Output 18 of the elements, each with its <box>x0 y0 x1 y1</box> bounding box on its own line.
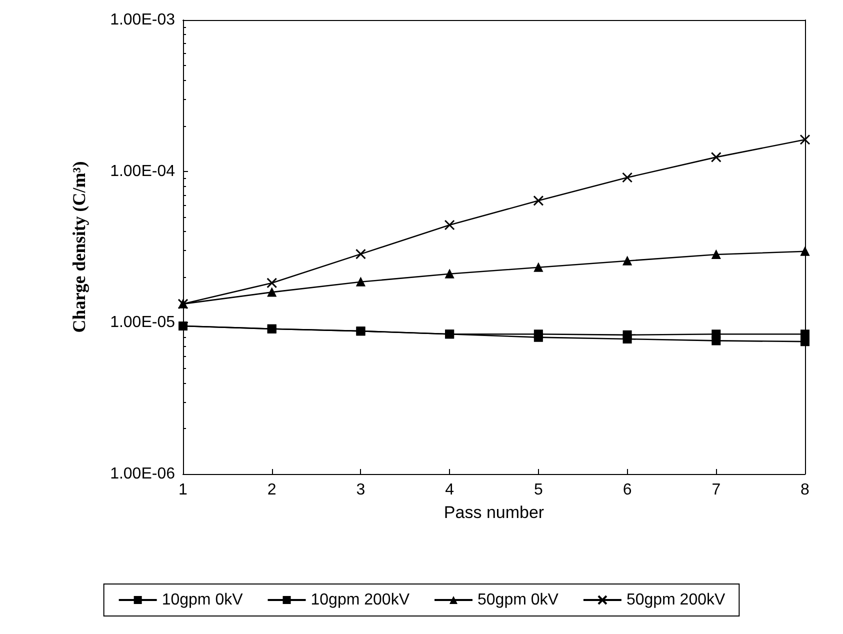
y-tick-label: 1.00E-04 <box>110 162 176 180</box>
y-tick-label: 1.00E-06 <box>110 466 176 482</box>
y-tick-label: 1.00E-05 <box>110 314 176 332</box>
x-tick-label: 4 <box>445 482 454 498</box>
x-tick-label: 6 <box>622 482 632 498</box>
x-tick-label: 7 <box>712 482 721 498</box>
x-axis-title: Pass number <box>444 503 544 522</box>
x-tick-label: 8 <box>800 482 810 498</box>
y-axis-title: Charge density (C/m³) <box>69 161 89 333</box>
legend-label: 10gpm 0kV <box>162 592 244 608</box>
x-tick-label: 1 <box>178 482 188 498</box>
legend-label: 50gpm 0kV <box>478 592 559 608</box>
x-tick-label: 2 <box>267 482 276 498</box>
legend-label: 10gpm 200kV <box>310 592 410 608</box>
x-tick-label: 3 <box>356 482 366 498</box>
x-tick-label: 5 <box>534 482 543 498</box>
y-tick-label: 1.00E-03 <box>110 12 176 28</box>
legend-label: 50gpm 200kV <box>626 592 726 608</box>
